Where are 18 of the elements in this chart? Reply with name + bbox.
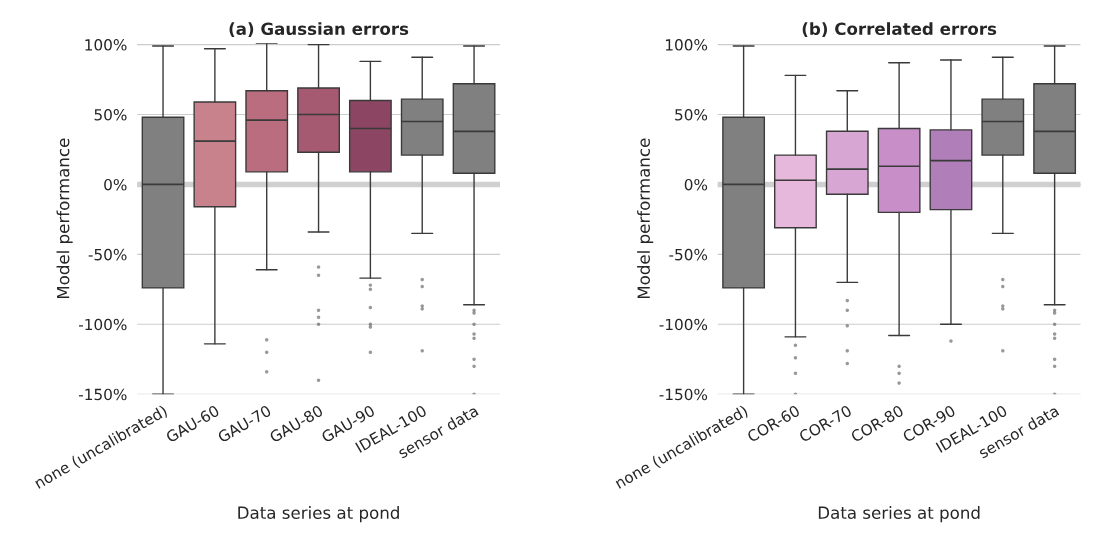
y-axis-title: Model performance	[637, 138, 654, 299]
y-tick-label: 0%	[684, 178, 708, 191]
y-tick-label: 0%	[104, 178, 127, 191]
chart-title: (a) Gaussian errors	[229, 22, 409, 38]
y-tick-label: -150%	[659, 388, 708, 401]
y-tick-label: 100%	[665, 39, 708, 51]
x-axis-title: Data series at pond	[238, 506, 399, 523]
y-tick-label: 100%	[85, 39, 127, 51]
y-tick-label: 50%	[94, 108, 127, 121]
y-tick-label: -100%	[659, 318, 708, 331]
chart-title: (b) Correlated errors	[802, 22, 997, 38]
y-tick-label: -50%	[669, 248, 708, 261]
y-axis-title: Model performance	[56, 138, 73, 299]
x-axis-title: Data series at pond	[818, 506, 980, 523]
y-tick-label: -150%	[78, 388, 127, 401]
y-tick-label: 50%	[675, 108, 708, 121]
y-tick-label: -100%	[78, 318, 127, 331]
y-tick-label: -50%	[88, 248, 127, 261]
